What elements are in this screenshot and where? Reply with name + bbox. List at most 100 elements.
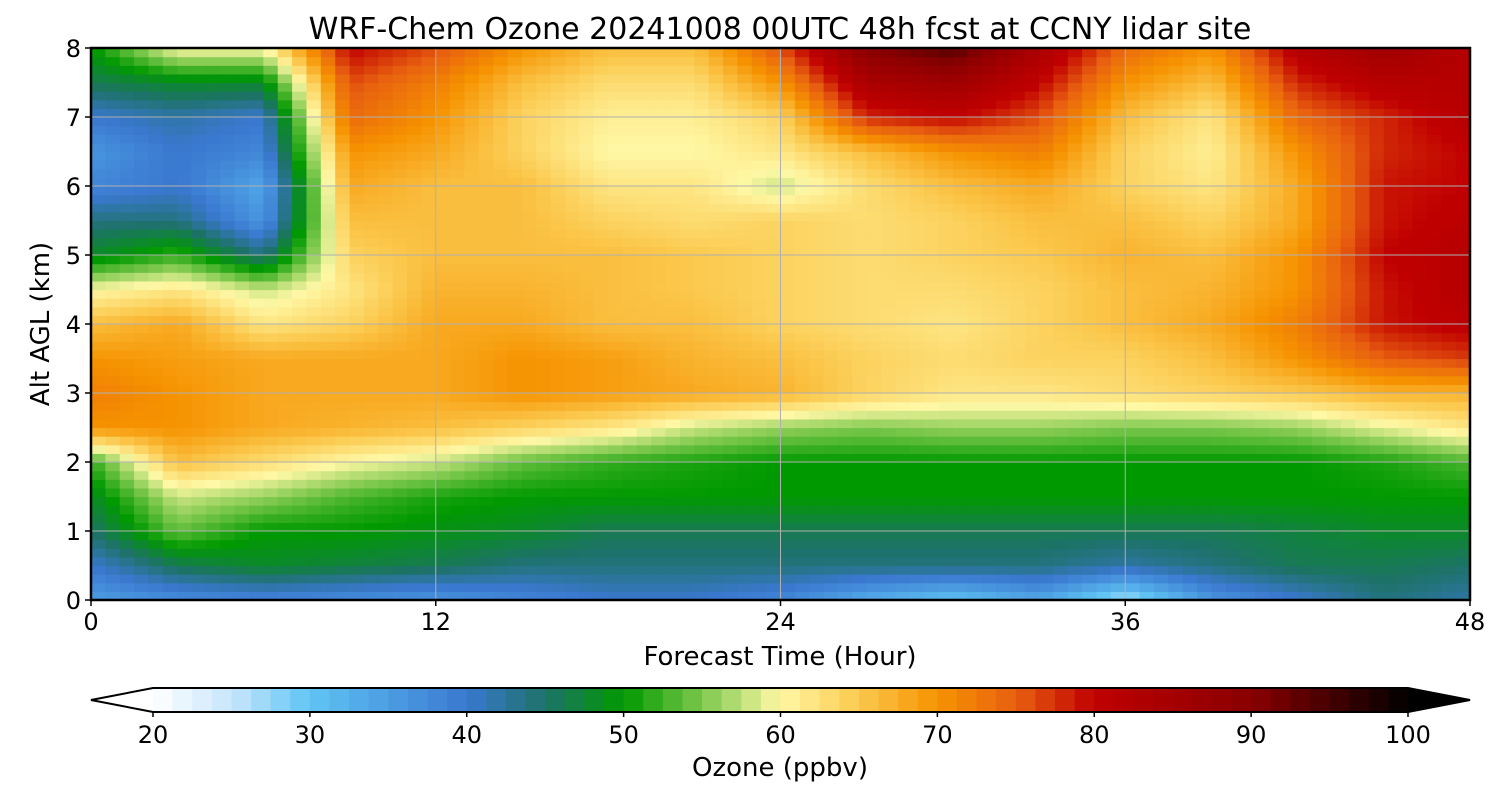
heatmap-cell: [837, 324, 853, 334]
heatmap-cell: [665, 48, 681, 58]
heatmap-cell: [852, 194, 868, 204]
heatmap-cell: [679, 82, 695, 92]
heatmap-cell: [823, 263, 839, 273]
heatmap-cell: [536, 142, 552, 153]
heatmap-cell: [363, 280, 379, 291]
heatmap-cell: [565, 418, 580, 429]
heatmap-cell: [780, 384, 796, 394]
heatmap-cell: [852, 289, 868, 299]
heatmap-cell: [220, 211, 236, 222]
heatmap-cell: [665, 306, 681, 316]
heatmap-cell: [1053, 539, 1069, 549]
heatmap-cell: [651, 82, 667, 92]
heatmap-cell: [363, 487, 379, 498]
heatmap-cell: [148, 505, 164, 515]
heatmap-cell: [335, 375, 351, 385]
heatmap-cell: [608, 177, 624, 187]
heatmap-cell: [737, 565, 753, 575]
heatmap-cell: [981, 177, 997, 187]
heatmap-cell: [306, 324, 322, 334]
heatmap-cell: [277, 255, 293, 265]
heatmap-cell: [507, 349, 523, 360]
heatmap-cell: [1096, 418, 1112, 429]
heatmap-cell: [550, 82, 566, 92]
heatmap-cell: [579, 444, 595, 454]
heatmap-cell: [636, 315, 652, 325]
heatmap-cell: [335, 410, 351, 420]
heatmap-cell: [205, 177, 221, 187]
heatmap-cell: [1125, 479, 1141, 489]
heatmap-cell: [220, 539, 236, 549]
heatmap-cell: [234, 427, 250, 437]
heatmap-cell: [363, 246, 379, 256]
heatmap-cell: [392, 306, 408, 316]
heatmap-cell: [119, 556, 135, 567]
heatmap-cell: [1125, 65, 1141, 75]
heatmap-cell: [952, 591, 968, 601]
heatmap-cell: [895, 117, 911, 127]
heatmap-cell: [579, 142, 595, 153]
heatmap-cell: [881, 556, 897, 567]
heatmap-cell: [622, 479, 638, 489]
heatmap-cell: [363, 160, 379, 170]
heatmap-cell: [565, 582, 580, 592]
heatmap-cell: [924, 444, 940, 454]
heatmap-cell: [263, 531, 279, 541]
heatmap-cell: [191, 453, 207, 463]
heatmap-cell: [794, 539, 810, 549]
heatmap-cell: [1125, 117, 1141, 127]
heatmap-cell: [464, 427, 480, 437]
heatmap-cell: [766, 462, 782, 472]
heatmap-cell: [909, 108, 925, 118]
heatmap-cell: [1096, 289, 1112, 299]
heatmap-cell: [723, 151, 738, 161]
heatmap-cell: [636, 298, 652, 308]
heatmap-cell: [636, 246, 652, 256]
heatmap-cell: [593, 565, 609, 575]
heatmap-cell: [636, 453, 652, 463]
heatmap-cell: [938, 565, 954, 575]
heatmap-cell: [881, 229, 897, 239]
heatmap-cell: [751, 565, 767, 575]
heatmap-cell: [809, 56, 825, 66]
heatmap-cell: [881, 298, 897, 308]
heatmap-cell: [277, 367, 293, 377]
heatmap-cell: [967, 211, 983, 222]
heatmap-cell: [1211, 574, 1227, 584]
heatmap-cell: [651, 324, 667, 334]
heatmap-cell: [392, 280, 408, 291]
heatmap-cell: [938, 539, 954, 549]
heatmap-cell: [320, 513, 336, 523]
heatmap-cell: [205, 99, 221, 109]
heatmap-cell: [895, 496, 911, 506]
heatmap-cell: [1110, 324, 1126, 334]
heatmap-cell: [952, 358, 968, 368]
heatmap-cell: [119, 125, 135, 135]
heatmap-cell: [938, 186, 954, 196]
heatmap-cell: [622, 255, 638, 265]
heatmap-cell: [550, 410, 566, 420]
heatmap-cell: [191, 168, 207, 178]
heatmap-cell: [1039, 505, 1055, 515]
heatmap-cell: [679, 496, 695, 506]
heatmap-cell: [809, 436, 825, 446]
heatmap-cell: [105, 565, 121, 575]
heatmap-cell: [277, 444, 293, 454]
heatmap-cell: [723, 556, 738, 567]
heatmap-cell: [981, 186, 997, 196]
heatmap-cell: [306, 289, 322, 299]
heatmap-cell: [967, 565, 983, 575]
heatmap-cell: [263, 56, 279, 66]
heatmap-cell: [1039, 496, 1055, 506]
heatmap-cell: [852, 539, 868, 549]
heatmap-cell: [1139, 65, 1155, 75]
heatmap-cell: [636, 194, 652, 204]
heatmap-cell: [335, 367, 351, 377]
heatmap-cell: [478, 410, 494, 420]
heatmap-cell: [162, 332, 178, 342]
heatmap-cell: [967, 194, 983, 204]
heatmap-cell: [938, 548, 954, 558]
heatmap-cell: [881, 341, 897, 351]
heatmap-cell: [134, 410, 150, 420]
heatmap-cell: [1197, 194, 1213, 204]
